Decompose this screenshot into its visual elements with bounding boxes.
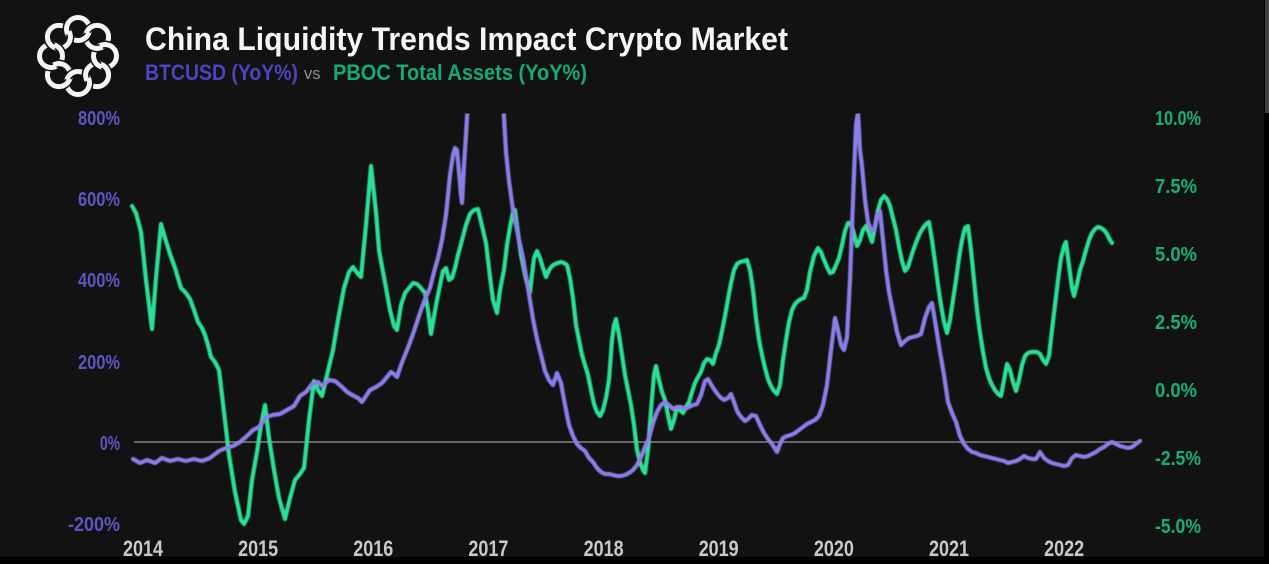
svg-text:PBOC Total Assets (YoY%): PBOC Total Assets (YoY%) [333, 60, 587, 85]
svg-text:2.5%: 2.5% [1155, 312, 1197, 334]
svg-text:2017: 2017 [468, 536, 508, 561]
svg-text:-2.5%: -2.5% [1155, 448, 1201, 470]
svg-text:-200%: -200% [68, 514, 120, 536]
svg-text:7.5%: 7.5% [1155, 176, 1197, 198]
svg-text:200%: 200% [78, 352, 120, 374]
svg-text:2018: 2018 [584, 536, 624, 561]
svg-text:2014: 2014 [123, 536, 164, 561]
svg-text:BTCUSD (YoY%): BTCUSD (YoY%) [145, 60, 298, 85]
svg-text:600%: 600% [78, 189, 120, 211]
svg-text:2016: 2016 [353, 536, 393, 561]
svg-text:5.0%: 5.0% [1155, 244, 1197, 266]
svg-text:2015: 2015 [238, 536, 278, 561]
svg-text:2021: 2021 [929, 536, 969, 561]
svg-text:800%: 800% [78, 108, 120, 130]
svg-text:2022: 2022 [1044, 536, 1084, 561]
svg-text:vs: vs [304, 65, 321, 83]
svg-text:China Liquidity Trends Impact: China Liquidity Trends Impact Crypto Mar… [145, 21, 788, 57]
svg-text:0%: 0% [100, 433, 120, 455]
svg-text:2020: 2020 [814, 536, 854, 561]
svg-text:2019: 2019 [699, 536, 739, 561]
svg-text:10.0%: 10.0% [1155, 108, 1201, 130]
svg-text:400%: 400% [78, 270, 120, 292]
svg-text:0.0%: 0.0% [1155, 380, 1197, 402]
svg-text:-5.0%: -5.0% [1155, 516, 1201, 538]
